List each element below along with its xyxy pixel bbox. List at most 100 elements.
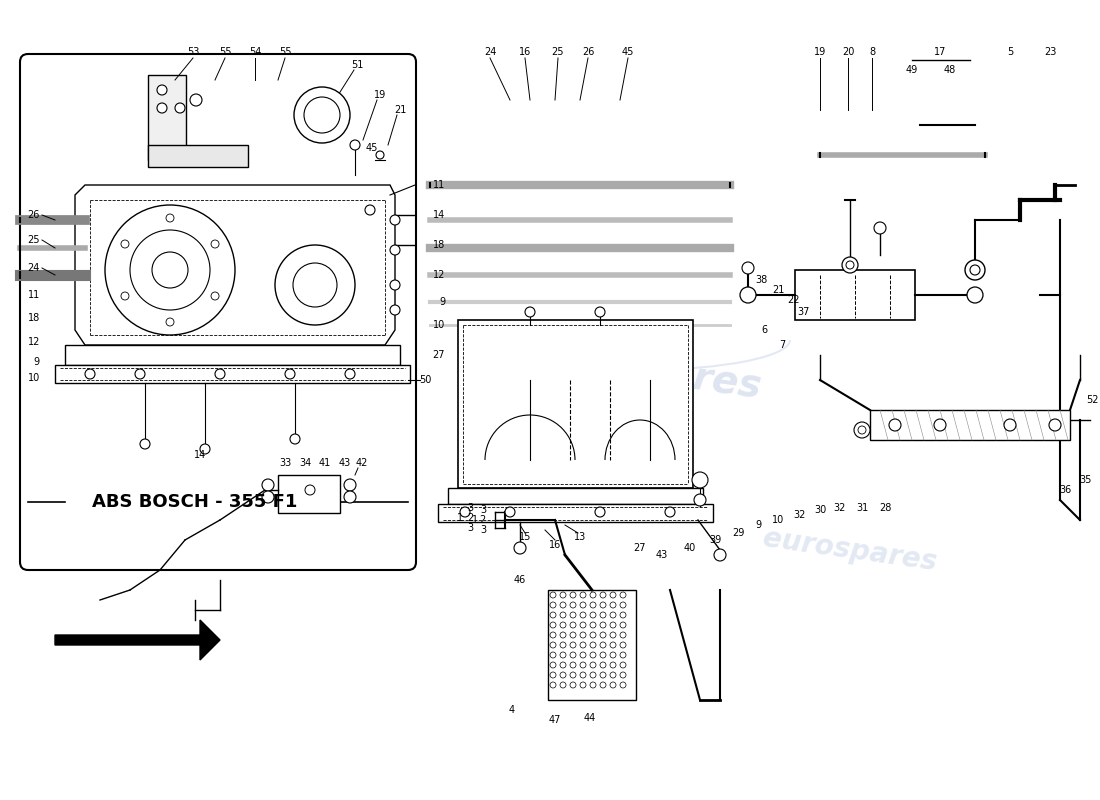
Circle shape: [874, 222, 886, 234]
Text: eurospares: eurospares: [106, 364, 354, 436]
Text: 17: 17: [934, 47, 946, 57]
Text: 10: 10: [28, 373, 40, 383]
Text: 42: 42: [355, 458, 368, 468]
Text: 29: 29: [732, 528, 745, 538]
Circle shape: [620, 672, 626, 678]
Circle shape: [610, 612, 616, 618]
Text: 45: 45: [366, 143, 378, 153]
Text: 30: 30: [814, 505, 826, 515]
Text: 5: 5: [1006, 47, 1013, 57]
Circle shape: [200, 444, 210, 454]
Text: 2: 2: [480, 515, 486, 525]
Text: 9: 9: [34, 357, 40, 367]
Circle shape: [620, 682, 626, 688]
Text: 32: 32: [834, 503, 846, 513]
Text: eurospares: eurospares: [516, 334, 764, 406]
Circle shape: [275, 245, 355, 325]
Circle shape: [121, 240, 129, 248]
Circle shape: [345, 369, 355, 379]
Text: 4: 4: [509, 705, 515, 715]
Circle shape: [104, 205, 235, 335]
Text: 19: 19: [374, 90, 386, 100]
Text: 54: 54: [249, 47, 261, 57]
Circle shape: [934, 419, 946, 431]
Text: 50: 50: [419, 375, 431, 385]
Circle shape: [580, 632, 586, 638]
Circle shape: [285, 369, 295, 379]
Circle shape: [211, 292, 219, 300]
Circle shape: [590, 592, 596, 598]
Circle shape: [600, 652, 606, 658]
Circle shape: [390, 245, 400, 255]
Circle shape: [570, 682, 576, 688]
Text: 21: 21: [394, 105, 406, 115]
Circle shape: [293, 263, 337, 307]
Circle shape: [590, 642, 596, 648]
Circle shape: [390, 305, 400, 315]
Circle shape: [580, 642, 586, 648]
Circle shape: [304, 97, 340, 133]
Circle shape: [550, 592, 556, 598]
Text: 22: 22: [788, 295, 800, 305]
Circle shape: [620, 642, 626, 648]
Text: 3: 3: [480, 505, 486, 515]
Bar: [148, 75, 186, 160]
Text: 11: 11: [28, 290, 40, 300]
Circle shape: [600, 622, 606, 628]
Text: 6: 6: [762, 325, 768, 335]
Circle shape: [514, 542, 526, 554]
Text: 40: 40: [684, 543, 696, 553]
Circle shape: [85, 369, 95, 379]
Circle shape: [620, 652, 626, 658]
Text: 9: 9: [755, 520, 761, 530]
Polygon shape: [75, 185, 395, 345]
Circle shape: [610, 602, 616, 608]
Text: 14: 14: [432, 210, 446, 220]
Circle shape: [262, 479, 274, 491]
Circle shape: [600, 602, 606, 608]
Circle shape: [590, 612, 596, 618]
Text: 27: 27: [634, 543, 647, 553]
Text: 1: 1: [472, 515, 478, 525]
Circle shape: [590, 662, 596, 668]
Circle shape: [121, 292, 129, 300]
Text: 8: 8: [869, 47, 876, 57]
Circle shape: [580, 622, 586, 628]
Text: 23: 23: [1044, 47, 1056, 57]
Circle shape: [560, 632, 566, 638]
Circle shape: [580, 672, 586, 678]
Circle shape: [620, 632, 626, 638]
Circle shape: [130, 230, 210, 310]
Circle shape: [854, 422, 870, 438]
Text: 11: 11: [432, 180, 446, 190]
Circle shape: [570, 652, 576, 658]
Circle shape: [175, 103, 185, 113]
Text: 51: 51: [351, 60, 363, 70]
Circle shape: [190, 94, 202, 106]
Text: 44: 44: [584, 713, 596, 723]
Circle shape: [846, 261, 854, 269]
Circle shape: [580, 592, 586, 598]
Text: 36: 36: [1059, 485, 1071, 495]
Bar: [458, 320, 693, 488]
Circle shape: [967, 287, 983, 303]
Text: 2: 2: [466, 513, 473, 523]
Circle shape: [692, 472, 708, 488]
Circle shape: [157, 85, 167, 95]
Text: 25: 25: [552, 47, 564, 57]
Circle shape: [666, 507, 675, 517]
Text: 27: 27: [432, 350, 446, 360]
Circle shape: [166, 214, 174, 222]
Text: 41: 41: [319, 458, 331, 468]
Circle shape: [550, 632, 556, 638]
Circle shape: [714, 549, 726, 561]
Circle shape: [390, 215, 400, 225]
Text: 20: 20: [842, 47, 855, 57]
Bar: [438, 504, 713, 522]
Circle shape: [140, 439, 150, 449]
Circle shape: [965, 260, 985, 280]
Circle shape: [344, 479, 356, 491]
Bar: [448, 488, 703, 504]
Circle shape: [610, 672, 616, 678]
Text: 35: 35: [1079, 475, 1091, 485]
